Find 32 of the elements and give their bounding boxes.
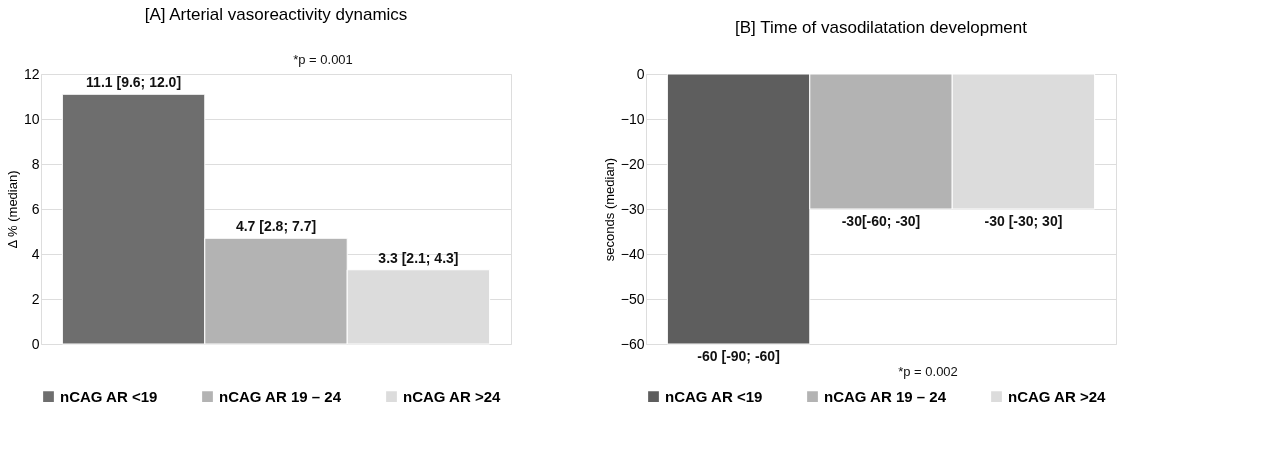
y-tick-label: −10: [620, 110, 645, 127]
y-tick-label: 0: [636, 65, 645, 82]
y-tick-label: −50: [620, 290, 645, 307]
data-label: 4.7 [2.8; 7.7]: [235, 218, 317, 235]
chart-title: [A] Arterial vasoreactivity dynamics: [144, 5, 408, 24]
legend-label: nCAG AR <19: [60, 387, 158, 405]
y-tick-label: 12: [23, 65, 40, 82]
legend-label: nCAG AR >24: [1008, 387, 1107, 405]
chart-title: [B] Time of vasodilatation development: [735, 18, 1028, 37]
data-label: -60 [-90; -60]: [697, 348, 780, 364]
y-tick-label: 8: [31, 155, 40, 172]
legend-label: nCAG AR 19 – 24: [824, 387, 947, 405]
y-tick-label: −30: [620, 200, 645, 217]
legend-label: nCAG AR <19: [665, 387, 763, 405]
legend-label: nCAG AR 19 – 24: [219, 387, 342, 405]
y-tick-label: −40: [620, 245, 645, 262]
data-label: 3.3 [2.1; 4.3]: [378, 249, 459, 266]
y-tick-label: −60: [620, 335, 645, 352]
data-label: -30 [-30; 30]: [984, 213, 1063, 229]
text: *p = 0.002: [898, 364, 958, 379]
y-tick-label: 6: [31, 200, 40, 217]
y-tick-label: 10: [23, 110, 40, 127]
y-tick-label: 2: [31, 290, 40, 307]
y-tick-label: 4: [31, 245, 40, 262]
text: *p = 0.001: [293, 52, 353, 67]
legend-label: nCAG AR >24: [403, 387, 502, 405]
data-label: 11.1 [9.6; 12.0]: [86, 74, 182, 91]
y-axis-title: Δ % (median): [4, 170, 20, 249]
data-label: -30[-60; -30]: [841, 213, 921, 229]
y-tick-label: 0: [31, 335, 40, 352]
y-axis-title: seconds (median): [601, 157, 617, 262]
y-tick-label: −20: [620, 155, 645, 172]
